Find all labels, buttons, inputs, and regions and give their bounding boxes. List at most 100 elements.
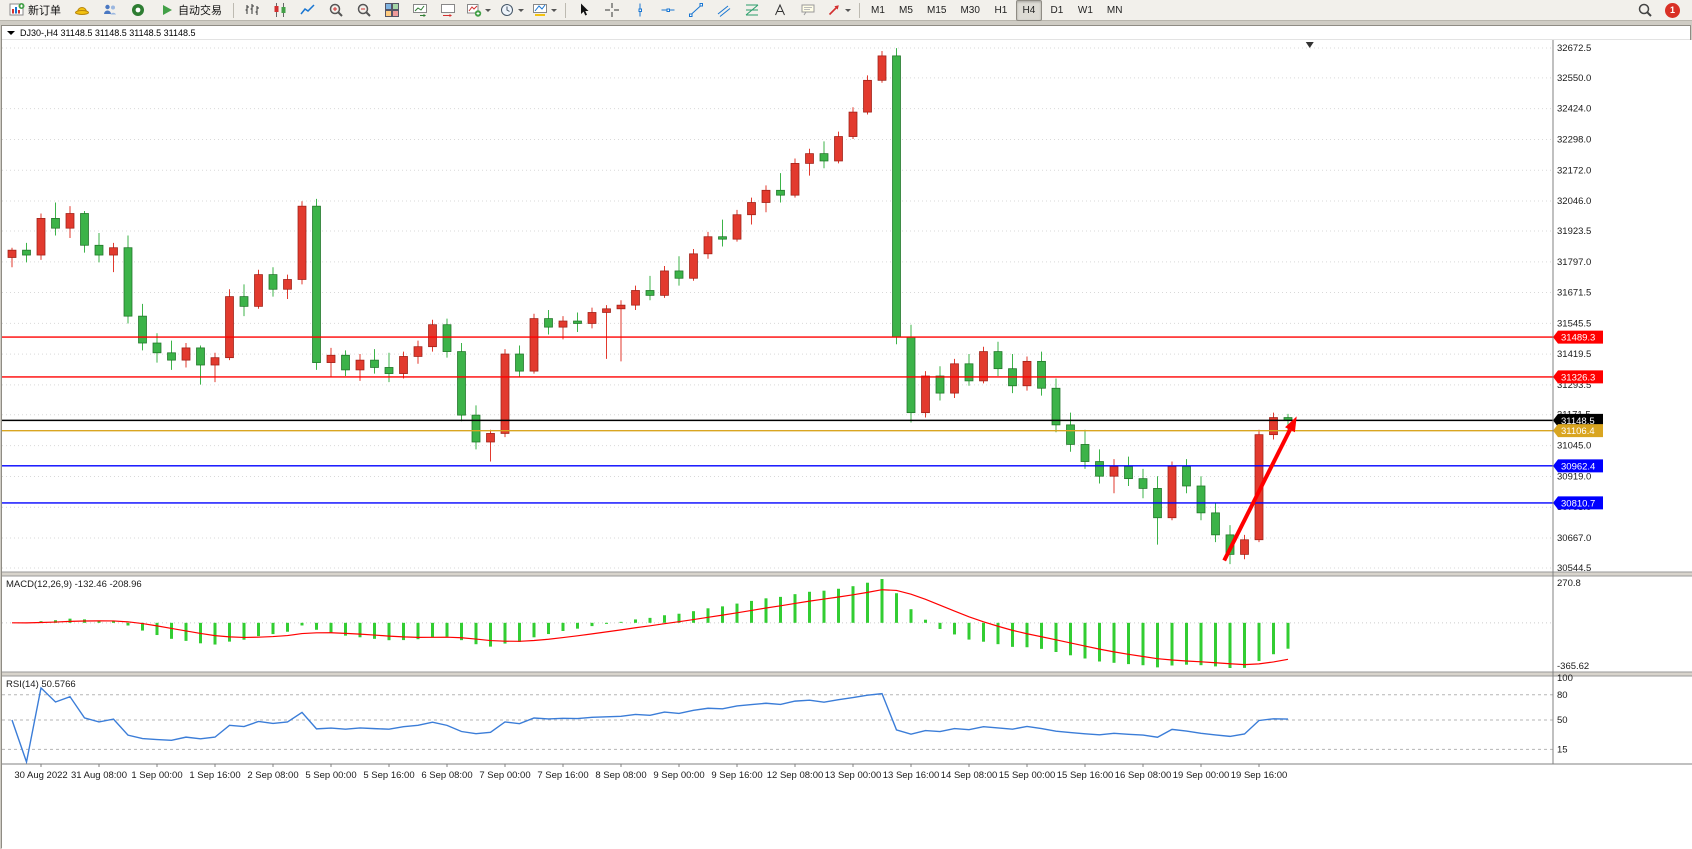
price-tag[interactable]: [1553, 459, 1603, 473]
chart-title-bar: DJ30-,H4 31148.5 31148.5 31148.5 31148.5: [2, 26, 1690, 40]
indicators-button[interactable]: [463, 0, 494, 21]
candle: [399, 351, 408, 379]
time-scale[interactable]: [2, 764, 1692, 849]
trend-arrow[interactable]: [1222, 416, 1297, 562]
crosshair-button[interactable]: [599, 0, 625, 21]
price-tag[interactable]: [1553, 370, 1603, 384]
candle: [428, 319, 437, 352]
time-axis-label: 14 Sep 08:00: [941, 770, 998, 781]
timeframe-h1-button[interactable]: H1: [994, 4, 1008, 16]
timeframe-m15-button[interactable]: M15: [927, 4, 947, 16]
price-tag[interactable]: [1553, 496, 1603, 510]
candle: [964, 354, 974, 386]
price-tag-label: 31148.5: [1561, 416, 1595, 427]
price-tag[interactable]: [1553, 424, 1603, 438]
candle: [1037, 351, 1046, 396]
zoom-out-button[interactable]: [351, 0, 377, 21]
periods-button[interactable]: [496, 0, 527, 21]
arrows-button[interactable]: [823, 0, 854, 21]
timeframe-m1-button[interactable]: M1: [871, 4, 885, 16]
price-axis-label: 32046.0: [1557, 196, 1591, 207]
market-watch-button[interactable]: [125, 0, 151, 21]
candle: [761, 185, 771, 213]
timeframe-m5-button[interactable]: M5: [899, 4, 913, 16]
price-tag[interactable]: [1553, 413, 1603, 427]
timeframe-mn-button[interactable]: MN: [1106, 4, 1123, 16]
macd-scale-min: -365.62: [1557, 661, 1589, 672]
candle: [442, 318, 452, 358]
candle: [645, 275, 655, 301]
timeframe-w1-button[interactable]: W1: [1077, 4, 1093, 16]
candlestick-chart-button[interactable]: [267, 0, 293, 21]
dropdown-arrow-icon[interactable]: [518, 9, 524, 15]
dropdown-arrow-icon[interactable]: [845, 9, 851, 15]
candle: [935, 366, 945, 401]
time-axis-label: 6 Sep 08:00: [421, 770, 472, 781]
horizontal-line-button[interactable]: [655, 0, 681, 21]
candle: [297, 201, 307, 285]
tile-windows-button[interactable]: [379, 0, 405, 21]
autotrading-button[interactable]: 自动交易: [153, 0, 228, 21]
pane-separator[interactable]: [2, 672, 1692, 676]
auto-scroll-button[interactable]: [407, 0, 433, 21]
toolbar-right: 1: [1631, 0, 1690, 21]
rsi-scale-label: 80: [1557, 690, 1568, 701]
candle: [819, 141, 829, 169]
metaeditor-button[interactable]: [69, 0, 95, 21]
candle: [225, 289, 234, 361]
price-scale[interactable]: [1553, 40, 1692, 764]
dropdown-arrow-icon[interactable]: [551, 9, 557, 15]
candle: [167, 340, 176, 370]
timeframe-d1-button[interactable]: D1: [1050, 4, 1064, 16]
zoom-in-button[interactable]: [323, 0, 349, 21]
candle: [544, 310, 553, 335]
price-axis-label: 31293.5: [1557, 380, 1591, 391]
line-chart-button[interactable]: [295, 0, 321, 21]
fibonacci-button[interactable]: [739, 0, 765, 21]
dropdown-arrow-icon[interactable]: [485, 9, 491, 15]
chart-shift-button[interactable]: [435, 0, 461, 21]
chart-shift-marker[interactable]: [1305, 42, 1314, 48]
rsi-scale-label: 100: [1557, 673, 1573, 684]
search-icon[interactable]: [1632, 0, 1658, 21]
chart-canvas[interactable]: 32672.5 32550.0 32424.0 32298.0 32172.0 32046…: [2, 40, 1692, 849]
candle: [1138, 468, 1148, 499]
candle: [109, 242, 118, 273]
time-axis-label: 30 Aug 2022: [14, 770, 67, 781]
time-axis-label: 2 Sep 08:00: [247, 770, 298, 781]
text-label-button[interactable]: [795, 0, 821, 21]
text-button[interactable]: [767, 0, 793, 21]
vertical-line-button[interactable]: [627, 0, 653, 21]
candle: [558, 316, 568, 340]
chart-menu-icon[interactable]: [7, 30, 15, 39]
profiles-button[interactable]: [97, 0, 123, 21]
candle: [138, 303, 147, 351]
timeframe-h4-button[interactable]: H4: [1015, 0, 1042, 21]
candle: [950, 358, 959, 399]
candle: [123, 235, 133, 324]
price-tag[interactable]: [1553, 330, 1603, 344]
macd-scale-max: 270.8: [1557, 578, 1581, 589]
toolbar-separator: [565, 2, 566, 18]
pane-separator[interactable]: [2, 572, 1692, 576]
equidistant-channel-button[interactable]: [711, 0, 737, 21]
templates-button[interactable]: [529, 0, 560, 21]
candle: [718, 219, 727, 247]
candle: [80, 211, 89, 253]
candle: [689, 248, 698, 281]
candle: [36, 213, 46, 260]
candle: [1167, 461, 1177, 521]
notification-badge[interactable]: 1: [1665, 2, 1680, 18]
bar-chart-button[interactable]: [239, 0, 265, 21]
rsi-scale-label: 50: [1557, 715, 1568, 726]
timeframe-m30-button[interactable]: M30: [960, 4, 980, 16]
candle: [7, 247, 17, 268]
price-axis-label: 31797.0: [1557, 257, 1591, 268]
candle: [51, 202, 60, 236]
candle: [515, 345, 524, 378]
trendline-button[interactable]: [683, 0, 709, 21]
time-axis-label: 7 Sep 00:00: [479, 770, 530, 781]
cursor-button[interactable]: [571, 0, 597, 21]
new-order-button[interactable]: 新订单: [3, 0, 67, 21]
candle: [732, 209, 742, 242]
